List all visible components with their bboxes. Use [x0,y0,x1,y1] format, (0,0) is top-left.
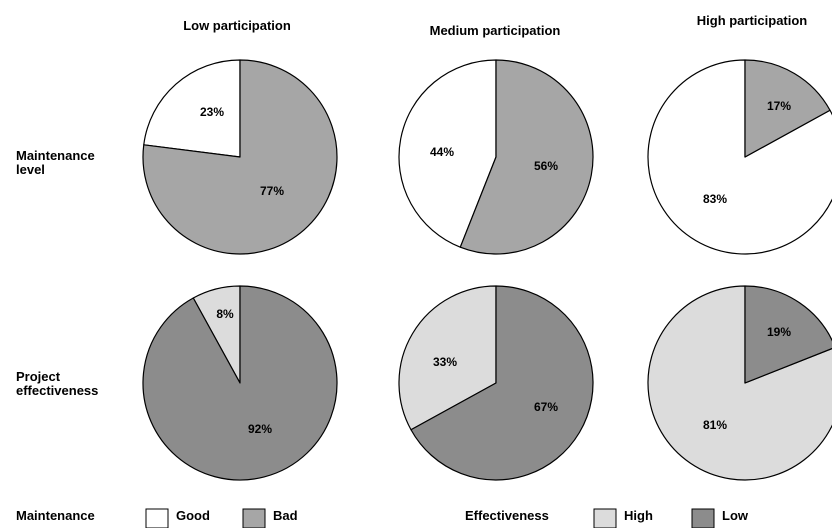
legend-title-maintenance: Maintenance [16,508,95,523]
pie-label-effectiveness-medium-high: 33% [433,355,457,369]
row-label-maintenance: Maintenance level [16,148,95,177]
legend-label-bad: Bad [273,508,298,523]
legend-swatch-bad [242,508,266,528]
pie-label-maintenance-medium-bad: 56% [534,159,558,173]
pie-label-effectiveness-high-low: 19% [767,325,791,339]
pie-label-effectiveness-low-high: 8% [216,307,234,321]
pie-slice-effectiveness-medium-high [398,285,497,431]
legend-label-low: Low [722,508,749,523]
pie-label-maintenance-high-good: 83% [703,192,727,206]
pie-slice-maintenance-low-bad [142,59,338,255]
row-label-effectiveness: Project effectiveness [16,369,98,398]
pie-slice-effectiveness-high-high [647,285,832,481]
legend-title-effectiveness: Effectiveness [465,508,549,523]
column-title-medium: Medium participation [430,23,561,38]
pie-label-maintenance-low-good: 23% [200,105,224,119]
column-title-low: Low participation [183,18,291,33]
pie-slice-effectiveness-medium-low [410,285,594,481]
pie-label-effectiveness-low-low: 92% [248,422,272,436]
pie-slice-maintenance-low-good [143,59,241,158]
pie-label-maintenance-high-bad: 17% [767,99,791,113]
pie-label-maintenance-medium-good: 44% [430,145,454,159]
legend-swatch-high [593,508,617,528]
legend-label-good: Good [176,508,210,523]
pie-label-maintenance-low-bad: 77% [260,184,284,198]
column-title-high: High participation [697,13,808,28]
pie-slice-maintenance-high-good [647,59,832,255]
pie-slice-maintenance-medium-good [398,59,497,248]
legend-label-high: High [624,508,653,523]
pie-slice-maintenance-high-bad [744,59,831,158]
pie-slice-maintenance-medium-bad [459,59,594,255]
pies-group: 23% 77% 44% 56% 83% 17% 8% 92% 33% 67% 81% 19% [142,59,832,481]
legend-swatch-low [691,508,715,528]
pie-slice-effectiveness-high-low [744,285,832,384]
legend-swatch-good [145,508,169,528]
pie-label-effectiveness-medium-low: 67% [534,400,558,414]
pie-label-effectiveness-high-high: 81% [703,418,727,432]
pie-slice-effectiveness-low-low [142,285,338,481]
legends-group: Maintenance Good Bad Effectiveness High Low [16,508,749,528]
